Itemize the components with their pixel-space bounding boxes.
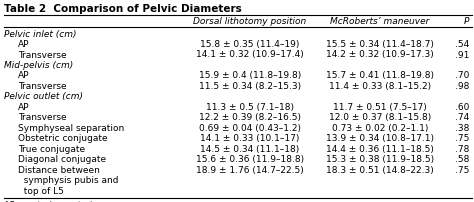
Text: 12.0 ± 0.37 (8.1–15.8): 12.0 ± 0.37 (8.1–15.8) xyxy=(329,113,431,122)
Text: 14.1 ± 0.33 (10.1–17): 14.1 ± 0.33 (10.1–17) xyxy=(201,134,300,143)
Text: 11.5 ± 0.34 (8.2–15.3): 11.5 ± 0.34 (8.2–15.3) xyxy=(199,82,301,90)
Text: Symphyseal separation: Symphyseal separation xyxy=(18,123,124,132)
Text: 18.9 ± 1.76 (14.7–22.5): 18.9 ± 1.76 (14.7–22.5) xyxy=(196,165,304,174)
Text: .98: .98 xyxy=(455,82,469,90)
Text: Transverse: Transverse xyxy=(18,113,67,122)
Text: 0.73 ± 0.02 (0.2–1.1): 0.73 ± 0.02 (0.2–1.1) xyxy=(332,123,428,132)
Text: P: P xyxy=(464,17,469,26)
Text: .60: .60 xyxy=(455,102,469,112)
Text: 15.3 ± 0.38 (11.9–18.5): 15.3 ± 0.38 (11.9–18.5) xyxy=(326,155,434,164)
Text: McRoberts’ maneuver: McRoberts’ maneuver xyxy=(330,17,430,26)
Text: 14.4 ± 0.36 (11.1–18.5): 14.4 ± 0.36 (11.1–18.5) xyxy=(326,144,434,153)
Text: 0.69 ± 0.04 (0.43–1.2): 0.69 ± 0.04 (0.43–1.2) xyxy=(199,123,301,132)
Text: 15.8 ± 0.35 (11.4–19): 15.8 ± 0.35 (11.4–19) xyxy=(201,40,300,49)
Text: 11.3 ± 0.5 (7.1–18): 11.3 ± 0.5 (7.1–18) xyxy=(206,102,294,112)
Text: Dorsal lithotomy position: Dorsal lithotomy position xyxy=(193,17,307,26)
Text: 14.5 ± 0.34 (11.1–18): 14.5 ± 0.34 (11.1–18) xyxy=(201,144,300,153)
Text: AP: AP xyxy=(18,102,29,112)
Text: Distance between: Distance between xyxy=(18,165,100,174)
Text: .78: .78 xyxy=(455,144,469,153)
Text: AP: AP xyxy=(18,40,29,49)
Text: Mid-pelvis (cm): Mid-pelvis (cm) xyxy=(4,61,73,70)
Text: 13.9 ± 0.34 (10.8–17.1): 13.9 ± 0.34 (10.8–17.1) xyxy=(326,134,434,143)
Text: 11.4 ± 0.33 (8.1–15.2): 11.4 ± 0.33 (8.1–15.2) xyxy=(329,82,431,90)
Text: .54: .54 xyxy=(455,40,469,49)
Text: .58: .58 xyxy=(455,155,469,164)
Text: Pelvic inlet (cm): Pelvic inlet (cm) xyxy=(4,29,76,38)
Text: .70: .70 xyxy=(455,71,469,80)
Text: Transverse: Transverse xyxy=(18,82,67,90)
Text: 15.9 ± 0.4 (11.8–19.8): 15.9 ± 0.4 (11.8–19.8) xyxy=(199,71,301,80)
Text: Pelvic outlet (cm): Pelvic outlet (cm) xyxy=(4,92,83,101)
Text: AP = anterior-posterior.: AP = anterior-posterior. xyxy=(4,201,103,202)
Text: top of L5: top of L5 xyxy=(18,186,64,195)
Text: 14.2 ± 0.32 (10.9–17.3): 14.2 ± 0.32 (10.9–17.3) xyxy=(326,50,434,59)
Text: Transverse: Transverse xyxy=(18,50,67,59)
Text: .91: .91 xyxy=(455,50,469,59)
Text: True conjugate: True conjugate xyxy=(18,144,85,153)
Text: 12.2 ± 0.39 (8.2–16.5): 12.2 ± 0.39 (8.2–16.5) xyxy=(199,113,301,122)
Text: symphysis pubis and: symphysis pubis and xyxy=(18,176,118,185)
Text: .75: .75 xyxy=(455,134,469,143)
Text: .75: .75 xyxy=(455,165,469,174)
Text: .74: .74 xyxy=(455,113,469,122)
Text: .38: .38 xyxy=(455,123,469,132)
Text: 18.3 ± 0.51 (14.8–22.3): 18.3 ± 0.51 (14.8–22.3) xyxy=(326,165,434,174)
Text: 15.5 ± 0.34 (11.4–18.7): 15.5 ± 0.34 (11.4–18.7) xyxy=(326,40,434,49)
Text: Table 2  Comparison of Pelvic Diameters: Table 2 Comparison of Pelvic Diameters xyxy=(4,4,242,14)
Text: AP: AP xyxy=(18,71,29,80)
Text: Obstetric conjugate: Obstetric conjugate xyxy=(18,134,108,143)
Text: 14.1 ± 0.32 (10.9–17.4): 14.1 ± 0.32 (10.9–17.4) xyxy=(196,50,304,59)
Text: 15.6 ± 0.36 (11.9–18.8): 15.6 ± 0.36 (11.9–18.8) xyxy=(196,155,304,164)
Text: 11.7 ± 0.51 (7.5–17): 11.7 ± 0.51 (7.5–17) xyxy=(333,102,427,112)
Text: 15.7 ± 0.41 (11.8–19.8): 15.7 ± 0.41 (11.8–19.8) xyxy=(326,71,434,80)
Text: Diagonal conjugate: Diagonal conjugate xyxy=(18,155,106,164)
